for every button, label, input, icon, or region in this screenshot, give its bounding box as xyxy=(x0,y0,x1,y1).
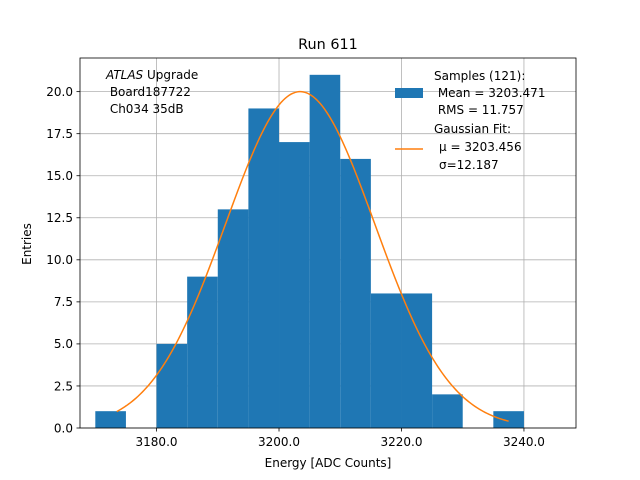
legend-fit-line3: σ=12.187 xyxy=(439,158,499,172)
x-tick-label: 3220.0 xyxy=(380,435,422,449)
annotation-italic: ATLAS xyxy=(105,68,144,82)
y-tick-label: 17.5 xyxy=(46,127,73,141)
x-tick-label: 3180.0 xyxy=(136,435,178,449)
y-tick-label: 20.0 xyxy=(46,85,73,99)
legend-samples-line3: RMS = 11.757 xyxy=(434,103,524,117)
y-tick-label: 0.0 xyxy=(54,421,73,435)
legend-fit-line2: μ = 3203.456 xyxy=(439,140,522,154)
histogram-bar xyxy=(187,276,218,428)
legend-fit-line1: Gaussian Fit: xyxy=(434,122,511,136)
histogram-bar xyxy=(401,293,433,428)
histogram-bar xyxy=(432,394,463,428)
y-axis-label: Entries xyxy=(20,223,34,265)
y-tick-label: 2.5 xyxy=(54,379,73,393)
histogram-bars xyxy=(95,74,524,429)
histogram-bar xyxy=(279,142,310,428)
chart-title: Run 611 xyxy=(298,37,358,53)
x-axis-ticks: 3180.0 3200.0 3220.0 3240.0 xyxy=(136,428,545,449)
annotation-text: ATLAS Upgrade Board187722 Ch034 35dB xyxy=(105,68,198,116)
gaussian-fit-curve xyxy=(116,90,509,422)
svg-text:ATLAS Upgrade: ATLAS Upgrade xyxy=(105,68,198,82)
legend-samples-patch xyxy=(395,88,423,98)
histogram-bar xyxy=(340,158,371,428)
legend-samples-line1: Samples (121): xyxy=(434,69,525,83)
y-axis-ticks: 0.0 2.5 5.0 7.5 10.0 12.5 15.0 17.5 20.0 xyxy=(46,85,80,435)
legend: Samples (121): Mean = 3203.471 RMS = 11.… xyxy=(395,69,545,172)
y-tick-label: 12.5 xyxy=(46,211,73,225)
histogram-bar xyxy=(217,209,249,428)
axes-frame xyxy=(79,57,577,429)
x-tick-label: 3200.0 xyxy=(258,435,300,449)
legend-samples-line2: Mean = 3203.471 xyxy=(434,86,545,100)
y-tick-label: 10.0 xyxy=(46,253,73,267)
annotation-line3: Ch034 35dB xyxy=(106,102,184,116)
histogram-bar xyxy=(156,343,188,428)
y-tick-label: 7.5 xyxy=(54,295,73,309)
histogram-bar xyxy=(370,293,402,428)
x-axis-label: Energy [ADC Counts] xyxy=(265,456,392,470)
histogram-bar xyxy=(248,108,280,429)
x-tick-label: 3240.0 xyxy=(503,435,545,449)
annotation-line1: Upgrade xyxy=(143,68,198,82)
annotation-line2: Board187722 xyxy=(106,85,191,99)
histogram-bar xyxy=(95,411,126,428)
y-tick-label: 15.0 xyxy=(46,169,73,183)
y-tick-label: 5.0 xyxy=(54,337,73,351)
histogram-bar xyxy=(493,411,524,428)
histogram-bar xyxy=(309,74,341,429)
